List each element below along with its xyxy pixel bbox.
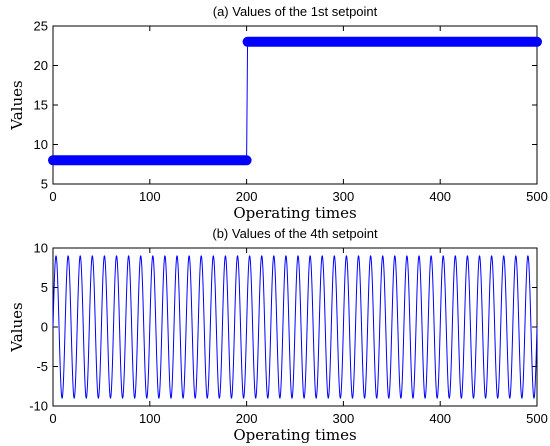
chart-a-xlabel: Operating times (233, 204, 356, 222)
chart-a-xtick-label: 100 (139, 189, 161, 204)
chart-a-series-line (53, 41, 537, 161)
chart-b-ytick-label: 0 (41, 320, 48, 335)
chart-b-ytick-label: 10 (34, 241, 48, 256)
chart-b-ytick-label: -5 (36, 359, 48, 374)
chart-a-xtick-label: 300 (333, 189, 355, 204)
chart-a-ytick-label: 10 (34, 137, 48, 152)
chart-a-ytick-label: 20 (34, 58, 48, 73)
chart-b: (b) Values of the 4th setpoint 0 100 200 30… (8, 226, 548, 444)
chart-b-xtick-label: 300 (333, 411, 355, 426)
chart-b-xtick-label: 500 (526, 411, 548, 426)
chart-b-ytick-label: -10 (29, 399, 48, 414)
chart-b-xtick-label: 200 (236, 411, 258, 426)
chart-b-title: (b) Values of the 4th setpoint (212, 226, 378, 241)
chart-b-series (52, 255, 538, 399)
chart-a: (a) Values of the 1st setpoint 0 100 200 30… (8, 4, 548, 222)
chart-b-ylabel: Values (8, 302, 26, 352)
chart-b-xtick-label: 0 (49, 411, 56, 426)
chart-a-ytick-label: 15 (34, 98, 48, 113)
chart-a-xtick-label: 200 (236, 189, 258, 204)
chart-a-ticks: 0 100 200 300 400 500 5 10 15 20 25 (34, 19, 548, 205)
chart-a-xtick-label: 0 (49, 189, 56, 204)
chart-b-series-line (52, 255, 538, 399)
chart-b-xtick-label: 400 (429, 411, 451, 426)
chart-a-ytick-label: 25 (34, 19, 48, 34)
chart-a-ytick-label: 5 (41, 177, 48, 192)
chart-a-title: (a) Values of the 1st setpoint (213, 4, 378, 19)
chart-b-ticks: 0 100 200 300 400 500 -10 -5 0 5 10 (29, 241, 548, 427)
chart-a-ylabel: Values (8, 80, 26, 130)
chart-b-xtick-label: 100 (139, 411, 161, 426)
chart-b-xlabel: Operating times (233, 426, 356, 444)
chart-a-xtick-label: 400 (429, 189, 451, 204)
chart-b-ytick-label: 5 (41, 280, 48, 295)
chart-a-series (48, 36, 542, 166)
chart-a-xtick-label: 500 (526, 189, 548, 204)
